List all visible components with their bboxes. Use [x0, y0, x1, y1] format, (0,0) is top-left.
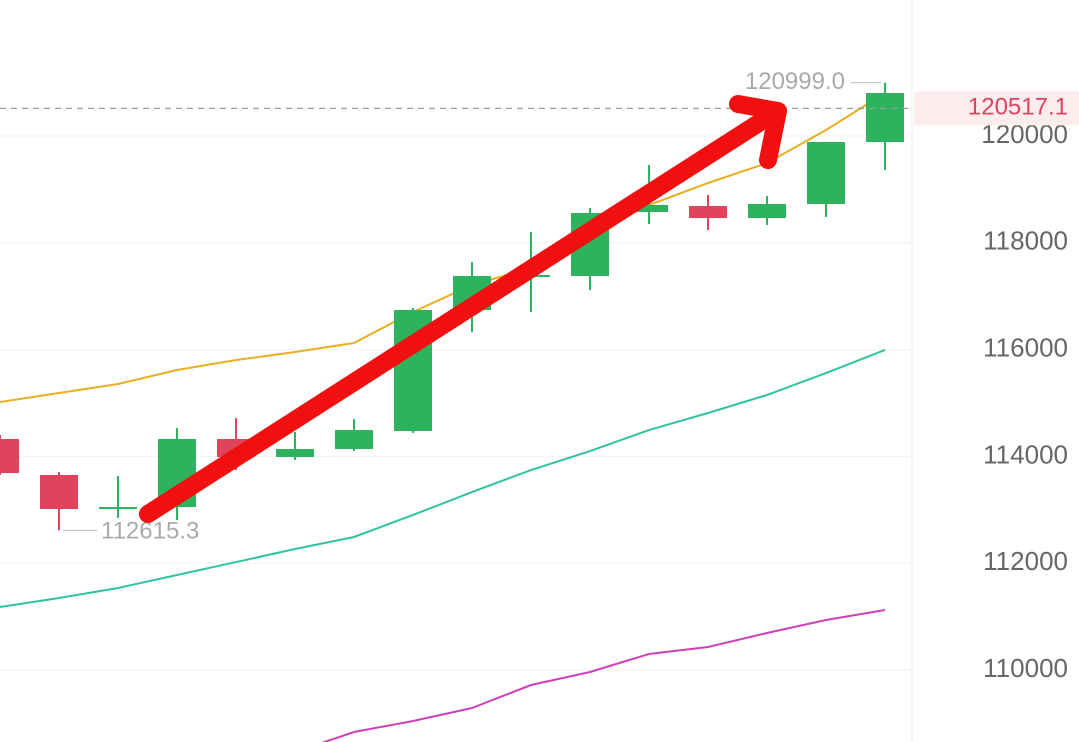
- candle-body: [630, 205, 668, 212]
- ma-lines: [0, 92, 886, 742]
- y-tick-label: 110000: [983, 653, 1068, 683]
- grid: [0, 135, 912, 671]
- labels: 1100001120001140001160001180001200001209…: [0, 68, 1079, 683]
- y-tick-label: 116000: [983, 332, 1068, 362]
- ma-line: [0, 349, 886, 608]
- y-tick-label: 114000: [983, 439, 1068, 469]
- ma-line: [321, 609, 886, 742]
- candle-body: [807, 141, 845, 204]
- last-price-label: 120517.1: [968, 94, 1068, 121]
- candle-body: [40, 474, 78, 510]
- candle-body: [335, 430, 373, 449]
- candle-body: [689, 206, 727, 219]
- candle-body: [748, 203, 786, 219]
- arrow-shaft: [139, 103, 785, 523]
- y-tick-label: 118000: [983, 226, 1068, 256]
- candle-body: [0, 439, 19, 474]
- high-label: 120999.0: [745, 68, 845, 95]
- trend-arrow: [139, 95, 787, 523]
- candle-body: [866, 93, 904, 142]
- arrow-head: [729, 95, 787, 169]
- y-tick-label: 112000: [983, 546, 1068, 576]
- candle-body: [99, 507, 137, 510]
- candles: [0, 82, 904, 531]
- candle-body: [276, 448, 314, 458]
- ma-line: [0, 92, 886, 403]
- last-price-box: [914, 91, 1079, 126]
